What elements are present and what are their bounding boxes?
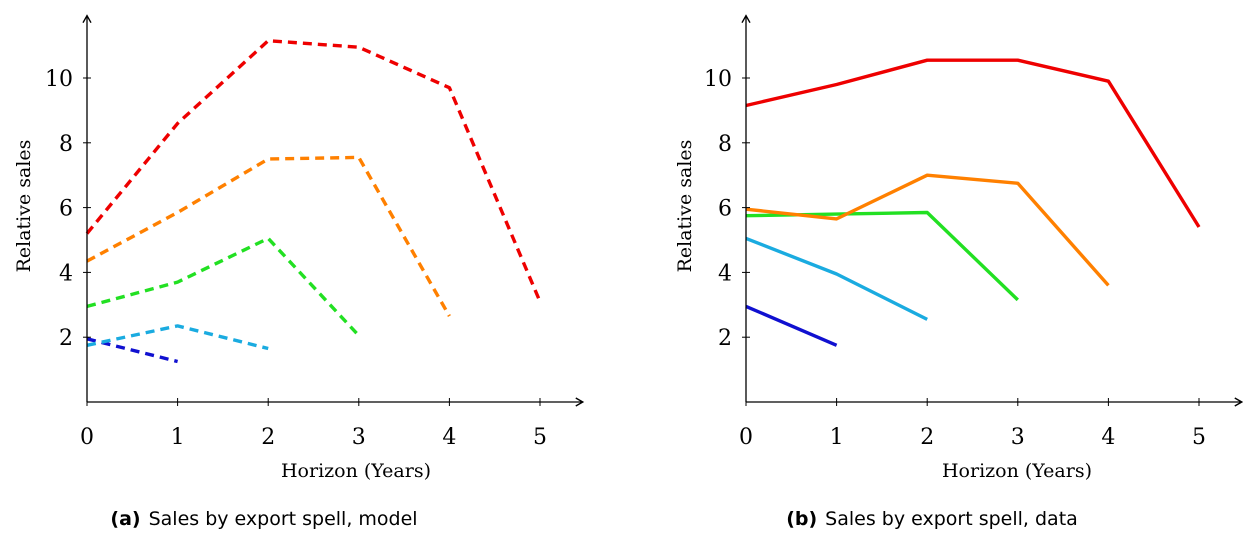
y-tick-label: 8 <box>718 132 732 157</box>
x-tick-label: 1 <box>830 425 844 450</box>
y-axis-title: Relative sales <box>13 140 35 273</box>
y-tick-label: 2 <box>59 326 73 351</box>
x-tick-label: 4 <box>442 425 456 450</box>
x-axis-title: Horizon (Years) <box>281 460 431 482</box>
y-tick-label: 6 <box>718 197 732 222</box>
caption-tag: (a) <box>110 508 140 530</box>
series-line-4 <box>745 173 1110 287</box>
caption: (b) Sales by export spell, data <box>786 508 1078 530</box>
series-line-2 <box>86 324 269 351</box>
ticks-layer: 0 1 2 3 4 5 2 4 6 8 10 <box>45 67 547 450</box>
x-tick-label: 5 <box>533 425 547 450</box>
x-tick-label: 1 <box>171 425 185 450</box>
x-tick-label: 0 <box>80 425 94 450</box>
series-line-5 <box>745 58 1201 228</box>
y-tick-label: 4 <box>718 261 732 286</box>
x-tick-label: 4 <box>1101 425 1115 450</box>
caption-text: Sales by export spell, model <box>149 508 418 530</box>
y-tick-label: 6 <box>59 197 73 222</box>
series-line-4 <box>86 155 451 317</box>
x-tick-label: 3 <box>1011 425 1025 450</box>
x-tick-label: 2 <box>261 425 275 450</box>
series-line-1 <box>86 337 179 364</box>
x-tick-label: 5 <box>1192 425 1206 450</box>
series-line-2 <box>745 236 928 321</box>
caption-text: Sales by export spell, data <box>825 508 1078 530</box>
panel-b: 0 1 2 3 4 5 2 4 6 8 10 Horizon (Years) Relative sa… <box>674 14 1243 530</box>
y-axis-title: Relative sales <box>674 140 696 273</box>
caption-tag: (b) <box>786 508 817 530</box>
series-layer <box>85 39 542 364</box>
x-tick-label: 3 <box>352 425 366 450</box>
axes-layer <box>82 14 585 407</box>
x-axis-title: Horizon (Years) <box>942 460 1092 482</box>
x-tick-label: 2 <box>920 425 934 450</box>
y-tick-label: 4 <box>59 261 73 286</box>
y-tick-label: 10 <box>704 67 732 92</box>
y-tick-label: 2 <box>718 326 732 351</box>
ticks-layer: 0 1 2 3 4 5 2 4 6 8 10 <box>704 67 1206 450</box>
y-tick-label: 10 <box>45 67 73 92</box>
series-layer <box>745 58 1201 347</box>
caption: (a) Sales by export spell, model <box>110 508 417 530</box>
series-line-3 <box>86 236 361 337</box>
x-tick-label: 0 <box>739 425 753 450</box>
y-tick-label: 8 <box>59 132 73 157</box>
series-line-5 <box>85 39 542 303</box>
axes-layer <box>741 14 1243 407</box>
series-line-1 <box>745 304 838 347</box>
panel-a: 0 1 2 3 4 5 2 4 6 8 10 Horizon (Years) Relative sa… <box>13 14 585 530</box>
